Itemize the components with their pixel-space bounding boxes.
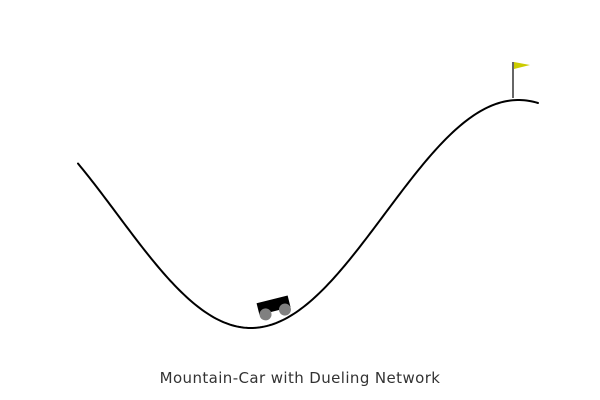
car-front-wheel bbox=[278, 303, 291, 316]
goal-flag-icon bbox=[512, 62, 530, 98]
flag-banner bbox=[514, 62, 530, 69]
environment-title: Mountain-Car with Dueling Network bbox=[159, 369, 441, 387]
car-icon bbox=[256, 295, 291, 321]
mountain-track bbox=[77, 99, 539, 329]
car-rear-wheel bbox=[259, 308, 272, 321]
